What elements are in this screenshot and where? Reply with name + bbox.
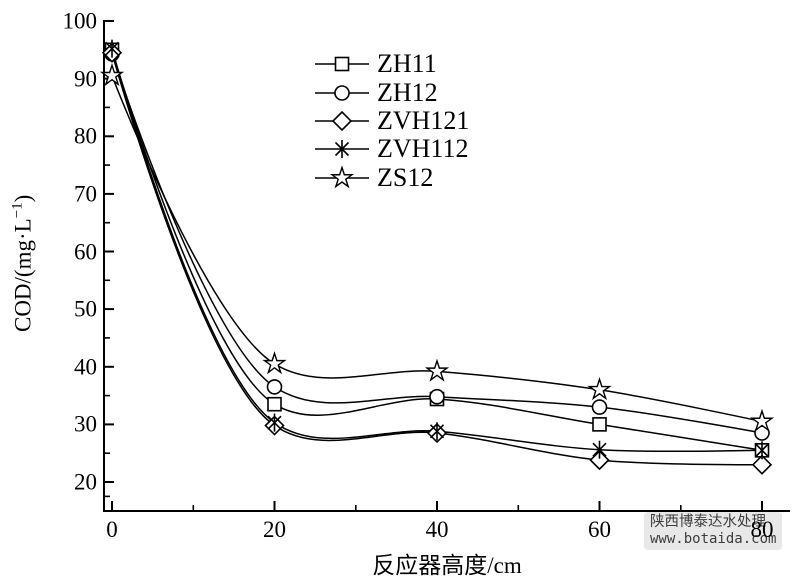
- x-tick-label-20: 20: [263, 517, 286, 542]
- legend-item-ZS12: ZS12: [314, 164, 469, 192]
- legend-item-ZH12: ZH12: [314, 78, 469, 106]
- y-axis-title-superscript: −1: [9, 202, 26, 219]
- legend-label: ZVH121: [377, 105, 470, 135]
- watermark: 陕西博泰达水处理 www.botaida.com: [644, 512, 783, 550]
- data-series: [99, 39, 775, 475]
- legend-label: ZS12: [377, 162, 434, 192]
- legend-item-ZVH112: ZVH112: [314, 135, 469, 163]
- legend-item-ZVH121: ZVH121: [314, 107, 469, 135]
- x-tick-label-40: 40: [425, 517, 449, 542]
- series-line-ZH11: [111, 49, 763, 452]
- chart-legend: ZH11 ZH12 ZVH121 ZVH112 ZS12: [314, 50, 469, 192]
- legend-label: ZH11: [377, 49, 437, 79]
- series-line-ZH12: [111, 53, 763, 434]
- legend-marker-star-icon: [315, 164, 369, 189]
- y-tick-label-60: 60: [74, 239, 97, 264]
- y-tick-label-70: 70: [74, 181, 97, 207]
- y-axis-title: COD/(mg·L−1): [10, 113, 37, 413]
- x-axis-title: 反应器高度/cm: [372, 553, 522, 577]
- watermark-company-text: 陕西博泰达水处理: [650, 514, 766, 530]
- y-tick-label-20: 20: [74, 469, 97, 495]
- series-line-ZS12: [111, 75, 763, 423]
- legend-marker-circle-icon: [315, 84, 369, 101]
- legend-item-ZH11: ZH11: [314, 50, 469, 78]
- series-markers-ZVH112: [104, 39, 770, 460]
- x-tick-label-0: 0: [106, 517, 118, 542]
- y-axis-title-end: ): [10, 194, 36, 203]
- x-tick-label-80: 80: [750, 517, 774, 542]
- y-tick-label-50: 50: [74, 296, 97, 322]
- legend-marker-square-icon: [315, 56, 369, 72]
- y-tick-label-30: 30: [74, 411, 97, 437]
- axes: [103, 20, 790, 512]
- y-tick-label-40: 40: [74, 354, 97, 380]
- x-tick-label-60: 60: [588, 517, 611, 542]
- legend-label: ZVH112: [377, 134, 469, 164]
- legend-marker-asterisk-icon: [315, 140, 369, 159]
- y-tick-label-100: 100: [62, 8, 98, 34]
- y-axis-title-base: COD/(mg·L: [10, 218, 36, 333]
- y-tick-label-90: 90: [74, 66, 97, 92]
- y-tick-label-80: 80: [74, 123, 97, 149]
- watermark-url-text: www.botaida.com: [650, 531, 777, 547]
- legend-label: ZH12: [377, 77, 438, 107]
- series-line-ZVH112: [111, 48, 763, 453]
- legend-marker-diamond-icon: [315, 110, 369, 132]
- series-line-ZVH121: [111, 52, 763, 466]
- series-markers-ZS12: [99, 62, 775, 432]
